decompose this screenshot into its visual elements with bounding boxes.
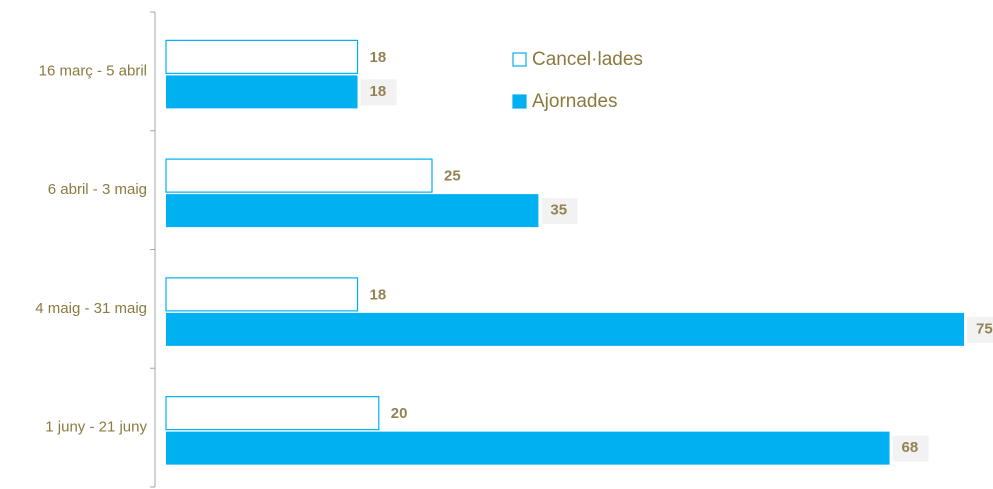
bar — [165, 39, 359, 74]
bar — [165, 158, 433, 193]
legend-label: Ajornades — [532, 91, 618, 112]
category-label: 6 abril - 3 maig — [48, 181, 147, 198]
value-label: 35 — [550, 202, 567, 219]
value-label: 75 — [976, 320, 993, 337]
value-label-bg — [967, 316, 993, 343]
category-label: 16 març - 5 abril — [39, 62, 147, 79]
value-label: 18 — [370, 49, 387, 66]
bar — [165, 277, 359, 312]
value-label-bg — [892, 435, 929, 462]
legend-swatch — [512, 94, 527, 109]
value-label: 18 — [370, 83, 387, 100]
value-label-bg — [360, 79, 397, 106]
bar — [166, 194, 539, 228]
category-label: 4 maig - 31 maig — [35, 300, 147, 317]
legend-label: Cancel·lades — [532, 49, 643, 70]
value-label: 25 — [444, 168, 461, 185]
bar — [166, 75, 358, 109]
value-label: 68 — [902, 439, 919, 456]
value-label: 20 — [391, 405, 408, 422]
value-label-bg — [541, 198, 578, 225]
legend-swatch — [512, 52, 527, 67]
bar — [165, 396, 380, 431]
bar — [166, 431, 890, 465]
bar — [166, 312, 964, 346]
value-label: 18 — [370, 286, 387, 303]
category-label: 1 juny - 21 juny — [45, 419, 147, 436]
